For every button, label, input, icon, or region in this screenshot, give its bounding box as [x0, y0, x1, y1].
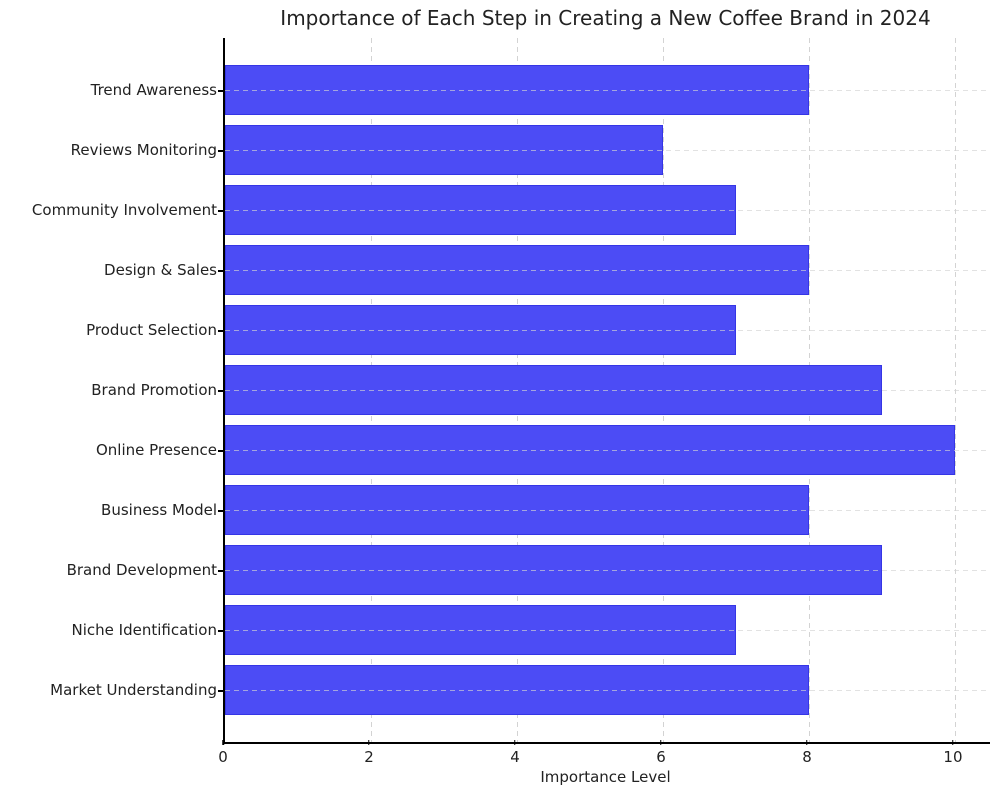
y-label-row-brand-development: Brand Development: [0, 540, 223, 600]
y-tick-label-niche-identification: Niche Identification: [71, 621, 218, 639]
y-tick-mark: [218, 390, 223, 392]
y-tick-label-brand-development: Brand Development: [66, 561, 217, 579]
x-tick-label-0: 0: [218, 748, 228, 766]
x-tick-mark-2: [368, 740, 370, 745]
bar-row-design-sales: [225, 240, 990, 300]
bars-layer: [225, 38, 990, 742]
y-tick-mark: [218, 510, 223, 512]
x-tick-label-4: 4: [510, 748, 520, 766]
x-tick-mark-6: [660, 740, 662, 745]
y-tick-label-market-understanding: Market Understanding: [50, 681, 217, 699]
horizontal-gridline-niche-identification: [225, 630, 990, 631]
y-label-row-product-selection: Product Selection: [0, 300, 223, 360]
y-label-row-market-understanding: Market Understanding: [0, 660, 223, 720]
y-label-row-niche-identification: Niche Identification: [0, 600, 223, 660]
x-tick-label-8: 8: [802, 748, 812, 766]
bar-row-market-understanding: [225, 660, 990, 720]
bar-row-brand-promotion: [225, 360, 990, 420]
y-label-row-trend-awareness: Trend Awareness: [0, 60, 223, 120]
bar-row-brand-development: [225, 540, 990, 600]
bar-row-online-presence: [225, 420, 990, 480]
x-tick-label-6: 6: [656, 748, 666, 766]
y-tick-label-design-sales: Design & Sales: [104, 261, 217, 279]
y-label-row-design-sales: Design & Sales: [0, 240, 223, 300]
x-tick-mark-8: [806, 740, 808, 745]
horizontal-gridline-community-involvement: [225, 210, 990, 211]
plot-area: [223, 38, 990, 744]
x-axis-label: Importance Level: [540, 768, 671, 786]
horizontal-gridline-brand-development: [225, 570, 990, 571]
y-tick-label-community-involvement: Community Involvement: [31, 201, 217, 219]
chart-title: Importance of Each Step in Creating a Ne…: [280, 6, 931, 30]
horizontal-gridline-brand-promotion: [225, 390, 990, 391]
y-label-row-community-involvement: Community Involvement: [0, 180, 223, 240]
horizontal-gridline-trend-awareness: [225, 90, 990, 91]
y-tick-mark: [218, 330, 223, 332]
x-tick-label-10: 10: [943, 748, 963, 766]
y-label-row-brand-promotion: Brand Promotion: [0, 360, 223, 420]
y-tick-label-online-presence: Online Presence: [95, 441, 217, 459]
y-label-row-online-presence: Online Presence: [0, 420, 223, 480]
bar-row-business-model: [225, 480, 990, 540]
y-tick-mark: [218, 450, 223, 452]
y-tick-label-brand-promotion: Brand Promotion: [91, 381, 217, 399]
y-label-row-reviews-monitoring: Reviews Monitoring: [0, 120, 223, 180]
y-tick-label-trend-awareness: Trend Awareness: [90, 81, 217, 99]
y-tick-label-product-selection: Product Selection: [86, 321, 217, 339]
x-tick-mark-0: [222, 740, 224, 745]
y-label-row-business-model: Business Model: [0, 480, 223, 540]
y-tick-mark: [218, 210, 223, 212]
bar-row-trend-awareness: [225, 60, 990, 120]
horizontal-gridline-online-presence: [225, 450, 990, 451]
horizontal-gridline-business-model: [225, 510, 990, 511]
y-axis-labels: Trend Awareness Reviews Monitoring Communi…: [0, 38, 223, 742]
y-tick-mark: [218, 270, 223, 272]
y-tick-mark: [218, 90, 223, 92]
bar-row-community-involvement: [225, 180, 990, 240]
x-tick-mark-4: [514, 740, 516, 745]
y-tick-mark: [218, 630, 223, 632]
bar-row-product-selection: [225, 300, 990, 360]
bar-row-niche-identification: [225, 600, 990, 660]
x-axis: 0 2 4 6 8 10: [218, 740, 988, 768]
horizontal-gridline-market-understanding: [225, 690, 990, 691]
y-tick-label-reviews-monitoring: Reviews Monitoring: [70, 141, 217, 159]
horizontal-gridline-product-selection: [225, 330, 990, 331]
y-tick-mark: [218, 690, 223, 692]
y-tick-mark: [218, 570, 223, 572]
horizontal-gridline-reviews-monitoring: [225, 150, 990, 151]
bar-row-reviews-monitoring: [225, 120, 990, 180]
horizontal-gridline-design-sales: [225, 270, 990, 271]
x-tick-mark-10: [952, 740, 954, 745]
x-tick-label-2: 2: [364, 748, 374, 766]
y-tick-label-business-model: Business Model: [101, 501, 217, 519]
y-tick-mark: [218, 150, 223, 152]
